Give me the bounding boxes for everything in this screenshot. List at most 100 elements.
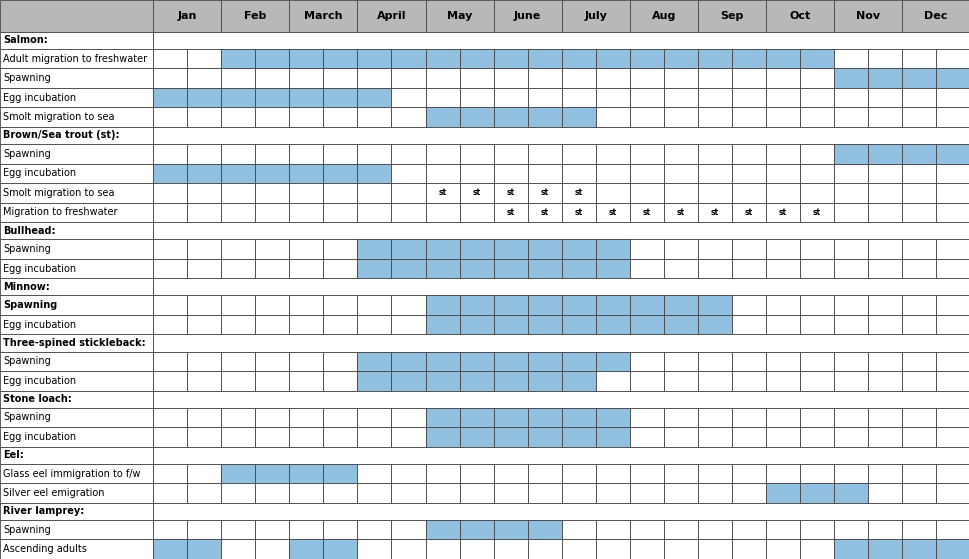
Bar	[595, 427, 629, 447]
Bar	[766, 49, 799, 68]
Bar	[357, 164, 391, 183]
Bar	[833, 539, 867, 559]
Bar	[901, 371, 935, 391]
Bar	[561, 371, 595, 391]
Bar	[697, 144, 731, 164]
Bar	[289, 144, 323, 164]
Bar	[799, 202, 833, 222]
Bar	[663, 408, 697, 427]
Bar	[697, 520, 731, 539]
Bar	[766, 520, 799, 539]
Bar	[867, 202, 901, 222]
Bar	[357, 49, 391, 68]
Bar	[833, 68, 867, 88]
Bar	[289, 371, 323, 391]
Bar	[799, 164, 833, 183]
Bar	[833, 49, 867, 68]
Bar	[459, 315, 493, 334]
Bar	[833, 371, 867, 391]
Bar	[187, 107, 221, 127]
Bar	[493, 202, 527, 222]
Bar	[0, 315, 153, 334]
Bar	[697, 88, 731, 107]
Bar	[867, 427, 901, 447]
Bar	[459, 520, 493, 539]
Bar	[0, 144, 153, 164]
Bar	[459, 464, 493, 484]
Bar	[255, 259, 289, 278]
Bar	[153, 484, 187, 503]
Bar	[425, 239, 459, 259]
Bar	[459, 68, 493, 88]
Bar	[766, 239, 799, 259]
Bar	[935, 464, 969, 484]
Bar	[153, 68, 187, 88]
Text: st: st	[574, 208, 582, 217]
Bar	[425, 371, 459, 391]
Bar	[663, 68, 697, 88]
Bar	[323, 295, 357, 315]
Bar	[833, 315, 867, 334]
Bar	[527, 107, 561, 127]
Bar	[221, 202, 255, 222]
Bar	[901, 144, 935, 164]
Bar	[731, 88, 766, 107]
Bar	[697, 239, 731, 259]
Bar	[901, 408, 935, 427]
Bar	[0, 49, 153, 68]
Bar	[867, 259, 901, 278]
Bar	[255, 464, 289, 484]
Bar	[731, 371, 766, 391]
Bar	[629, 259, 663, 278]
Bar	[766, 295, 799, 315]
Bar	[357, 352, 391, 371]
Bar	[901, 539, 935, 559]
Bar	[731, 49, 766, 68]
Bar	[425, 49, 459, 68]
Bar	[833, 352, 867, 371]
Bar	[663, 183, 697, 202]
Bar	[0, 68, 153, 88]
Bar	[901, 239, 935, 259]
Bar	[425, 408, 459, 427]
Bar	[731, 107, 766, 127]
Bar	[867, 295, 901, 315]
Bar	[799, 408, 833, 427]
Bar	[323, 164, 357, 183]
Bar	[323, 484, 357, 503]
Bar	[0, 334, 153, 352]
Bar	[255, 539, 289, 559]
Bar	[289, 88, 323, 107]
Bar	[595, 49, 629, 68]
Bar	[867, 315, 901, 334]
Bar	[153, 144, 187, 164]
Bar	[459, 164, 493, 183]
Bar	[935, 352, 969, 371]
Bar	[0, 202, 153, 222]
Bar	[153, 447, 969, 464]
Text: st: st	[506, 188, 515, 197]
Bar	[425, 315, 459, 334]
Bar	[766, 144, 799, 164]
Bar	[901, 88, 935, 107]
Bar	[255, 315, 289, 334]
Bar	[187, 259, 221, 278]
Bar	[561, 239, 595, 259]
Bar	[0, 352, 153, 371]
Bar	[901, 484, 935, 503]
Bar	[527, 164, 561, 183]
Bar	[935, 520, 969, 539]
Text: Spawning: Spawning	[3, 413, 50, 423]
Bar	[766, 107, 799, 127]
Text: Adult migration to freshwater: Adult migration to freshwater	[3, 54, 147, 64]
Bar	[493, 484, 527, 503]
Bar	[731, 68, 766, 88]
Bar	[901, 259, 935, 278]
Bar	[255, 144, 289, 164]
Text: st: st	[710, 208, 718, 217]
Bar	[901, 68, 935, 88]
Bar	[323, 107, 357, 127]
Bar	[935, 107, 969, 127]
Text: Jan: Jan	[177, 11, 197, 21]
Bar	[833, 0, 901, 32]
